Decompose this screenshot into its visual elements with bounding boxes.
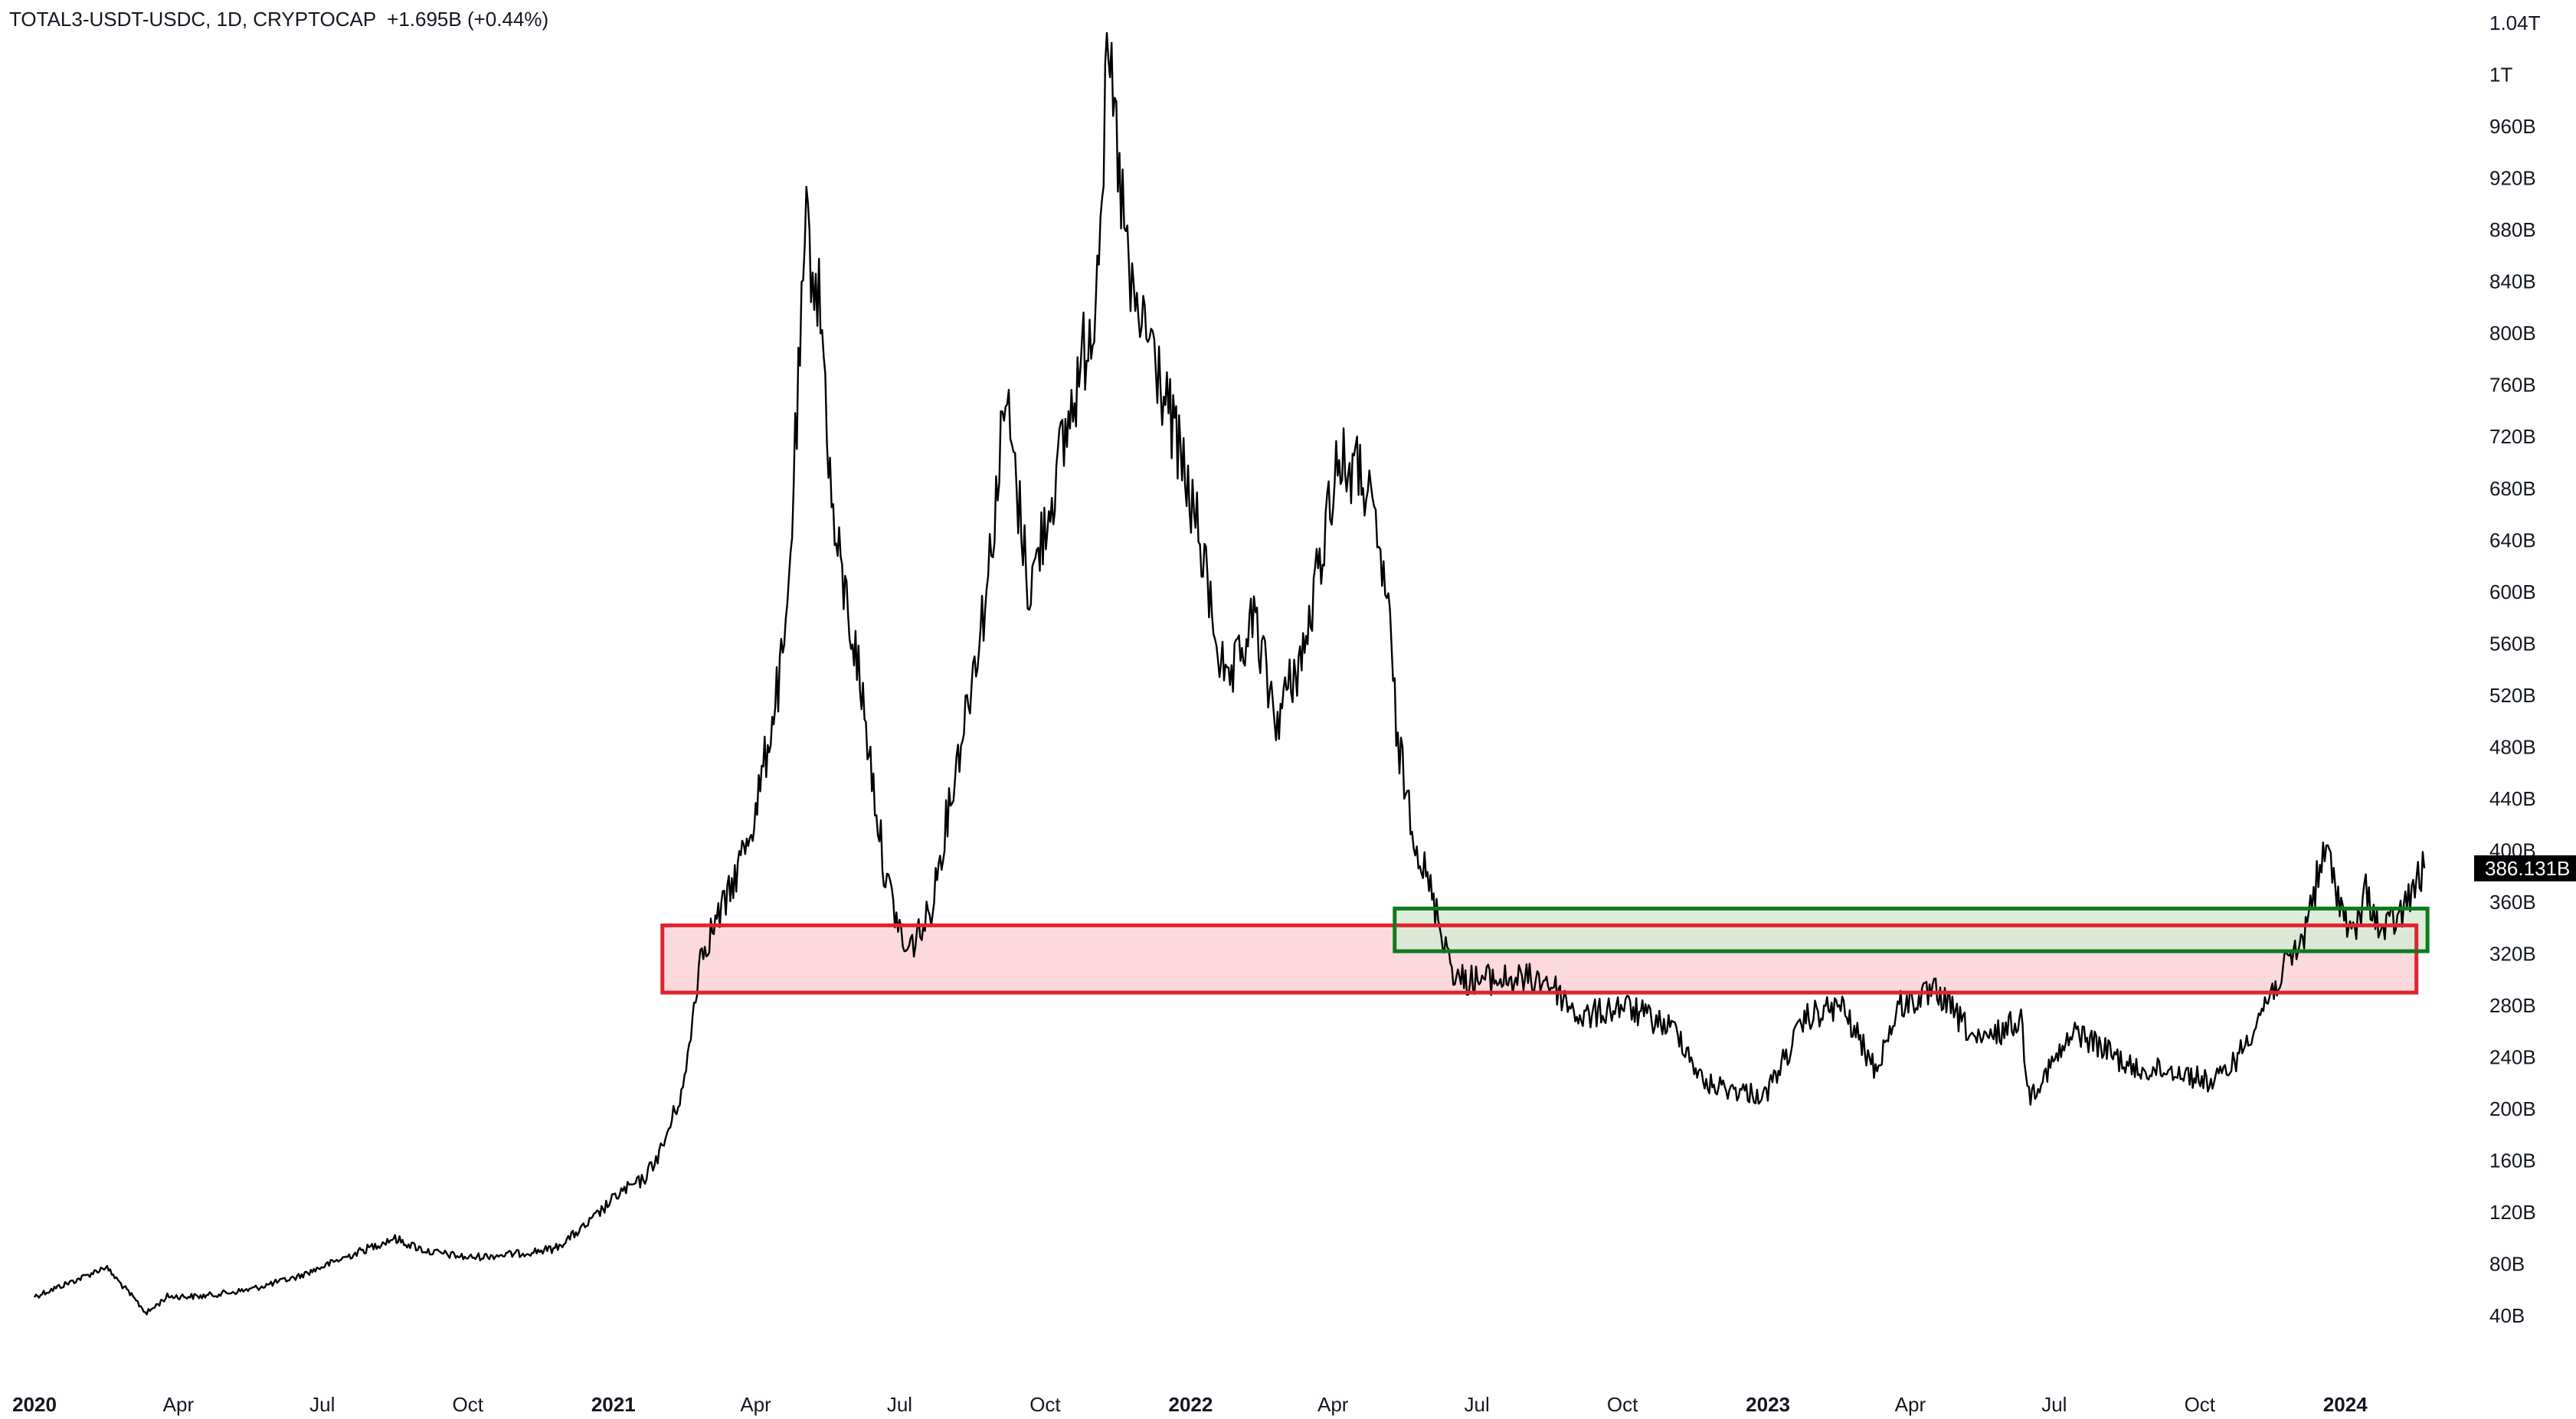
y-tick-label: 320B [2489, 943, 2536, 966]
series-layer [33, 31, 2426, 1316]
y-tick-label: 840B [2489, 270, 2536, 293]
chart-title: TOTAL3-USDT-USDC, 1D, CRYPTOCAP +1.695B … [9, 8, 549, 31]
x-axis[interactable]: 2020 Apr Jul Oct 2021 Apr Jul Oct 2022 Apr Jul Oct 2… [12, 1393, 2368, 1416]
y-tick-label: 1.04T [2489, 11, 2541, 34]
last-price-label-bg [2474, 855, 2576, 881]
x-tick-label: 2021 [591, 1393, 636, 1416]
y-tick-label: 880B [2489, 218, 2536, 241]
last-price-label: 386.131B [2474, 855, 2576, 881]
zones-outline-layer [660, 906, 2430, 995]
x-tick-label: Oct [2185, 1393, 2216, 1416]
x-tick-label: Jul [887, 1393, 912, 1416]
y-tick-label: 280B [2489, 994, 2536, 1017]
y-tick-label: 80B [2489, 1253, 2525, 1276]
y-tick-label: 800B [2489, 322, 2536, 345]
last-price-label-text: 386.131B [2485, 857, 2570, 880]
y-tick-label: 440B [2489, 787, 2536, 810]
x-tick-label: Jul [1465, 1393, 1490, 1416]
y-tick-label: 760B [2489, 374, 2536, 397]
x-tick-label: Jul [309, 1393, 335, 1416]
red-zone-outline [660, 923, 2419, 995]
y-tick-label: 200B [2489, 1097, 2536, 1120]
green-zone-outline [1393, 906, 2430, 953]
x-tick-label: Oct [453, 1393, 484, 1416]
x-tick-label: Oct [1607, 1393, 1638, 1416]
y-tick-label: 600B [2489, 580, 2536, 603]
x-tick-label: 2023 [1746, 1393, 1790, 1416]
price-series-line [33, 31, 2426, 1316]
x-tick-label: Apr [740, 1393, 771, 1416]
y-tick-label: 560B [2489, 632, 2536, 655]
y-tick-label: 480B [2489, 735, 2536, 758]
y-tick-label: 40B [2489, 1304, 2525, 1327]
y-tick-label: 360B [2489, 891, 2536, 914]
green-zone-fill[interactable] [1394, 908, 2428, 952]
x-tick-label: 2024 [2323, 1393, 2368, 1416]
y-tick-label: 640B [2489, 528, 2536, 551]
y-tick-label: 1T [2489, 64, 2512, 87]
x-tick-label: 2022 [1168, 1393, 1213, 1416]
y-tick-label: 720B [2489, 425, 2536, 448]
y-tick-label: 160B [2489, 1149, 2536, 1172]
y-axis[interactable]: 1.04T 1T 960B 920B 880B 840B 800B 760B 720B 680B 6… [2489, 11, 2541, 1327]
y-tick-label: 920B [2489, 167, 2536, 190]
x-tick-label: Jul [2041, 1393, 2067, 1416]
x-tick-label: Apr [1317, 1393, 1349, 1416]
y-tick-label: 240B [2489, 1046, 2536, 1069]
x-tick-label: 2020 [12, 1393, 57, 1416]
x-tick-label: Oct [1029, 1393, 1061, 1416]
x-tick-label: Apr [163, 1393, 195, 1416]
y-tick-label: 960B [2489, 115, 2536, 138]
x-tick-label: Apr [1895, 1393, 1926, 1416]
y-tick-label: 520B [2489, 684, 2536, 707]
y-tick-label: 120B [2489, 1201, 2536, 1224]
y-tick-label: 680B [2489, 477, 2536, 500]
